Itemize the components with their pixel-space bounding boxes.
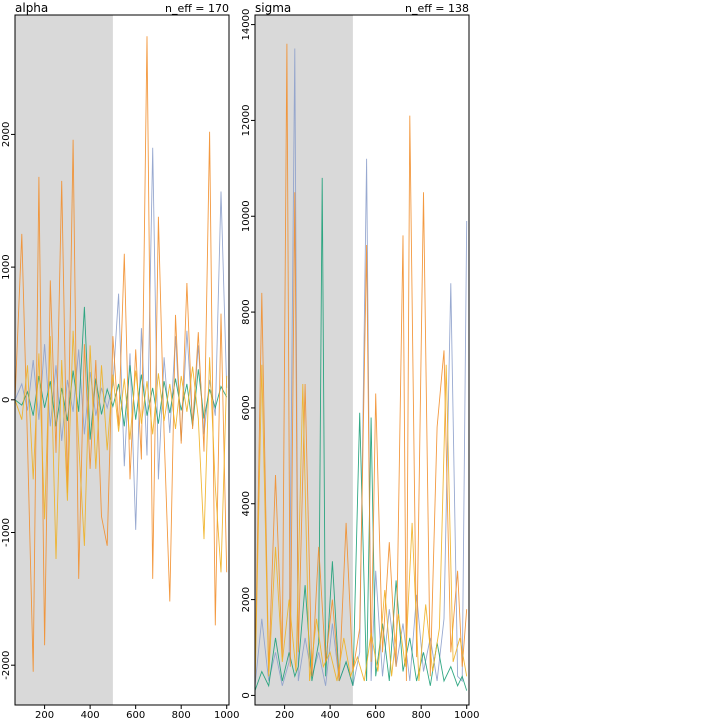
x-tick-label: 800 xyxy=(172,710,191,720)
panel-title: sigma xyxy=(255,1,291,15)
y-tick-label: 2000 xyxy=(241,587,252,612)
trace-lines xyxy=(255,43,468,691)
y-tick-label: 0 xyxy=(241,692,252,698)
x-tick-label: 1000 xyxy=(454,710,479,720)
chain-3-trace xyxy=(255,43,468,682)
x-tick-label: 400 xyxy=(81,710,100,720)
plot-frame xyxy=(254,14,470,706)
x-tick-label: 600 xyxy=(126,710,145,720)
chain-4-trace xyxy=(15,330,228,573)
y-tick-label: -2000 xyxy=(1,651,12,680)
y-tick-label: 4000 xyxy=(241,491,252,516)
y-tick-label: -1000 xyxy=(1,518,12,547)
x-tick-label: 400 xyxy=(321,710,340,720)
x-tick-label: 800 xyxy=(412,710,431,720)
chain-1-trace xyxy=(255,48,468,686)
x-tick-label: 600 xyxy=(366,710,385,720)
trace-lines xyxy=(15,36,228,672)
y-tick-label: 8000 xyxy=(241,299,252,324)
y-tick-label: 0 xyxy=(1,397,12,403)
y-tick-label: 14000 xyxy=(241,9,252,41)
x-tick-label: 1000 xyxy=(214,710,239,720)
y-tick-label: 2000 xyxy=(1,122,12,147)
alpha-panel: alpha n_eff = 170 200 400 600 800 1000 -2000 -10… xyxy=(1,1,239,720)
x-tick-label: 200 xyxy=(275,710,294,720)
chain-3-trace xyxy=(15,36,228,672)
y-tick-label: 12000 xyxy=(241,105,252,137)
y-tick-label: 10000 xyxy=(241,200,252,232)
y-tick-label: 1000 xyxy=(1,254,12,279)
x-tick-label: 200 xyxy=(35,710,54,720)
n-eff-label: n_eff = 170 xyxy=(165,2,229,15)
warmup-region xyxy=(15,15,113,705)
chain-4-trace xyxy=(255,364,468,686)
panel-title: alpha xyxy=(15,1,48,15)
n-eff-label: n_eff = 138 xyxy=(405,2,469,15)
y-tick-label: 6000 xyxy=(241,395,252,420)
plot-frame xyxy=(14,14,230,706)
